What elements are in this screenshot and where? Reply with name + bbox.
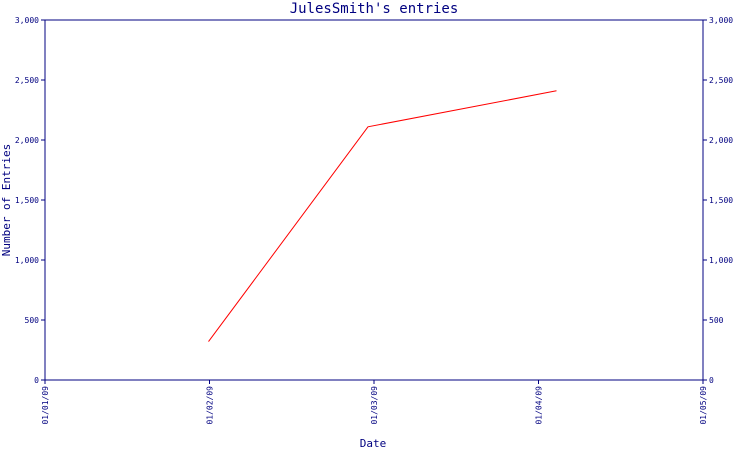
- y-tick-label-left: 0: [34, 376, 39, 385]
- y-tick-label-left: 3,000: [15, 16, 39, 25]
- y-tick-label-left: 1,000: [15, 256, 39, 265]
- x-tick-label: 01/01/09: [41, 386, 50, 425]
- chart-title: JulesSmith's entries: [290, 1, 459, 17]
- y-tick-label-left: 2,000: [15, 136, 39, 145]
- y-tick-label-right: 3,000: [709, 16, 733, 25]
- x-tick-label: 01/03/09: [370, 386, 379, 425]
- y-tick-label-right: 0: [709, 376, 714, 385]
- plot-border: [44, 19, 704, 381]
- y-tick-label-right: 2,500: [709, 76, 733, 85]
- y-tick-label-left: 1,500: [15, 196, 39, 205]
- x-tick-label: 01/05/09: [699, 386, 708, 425]
- y-tick-label-left: 500: [25, 316, 40, 325]
- x-tick-label: 01/02/09: [206, 386, 215, 425]
- y-axis-label: Number of Entries: [0, 144, 13, 257]
- y-tick-label-right: 500: [709, 316, 724, 325]
- series-line: [208, 90, 557, 342]
- y-axis-right: 0 500 1,000 1,500 2,000 2,500 3,000: [703, 16, 733, 385]
- y-tick-label-left: 2,500: [15, 76, 39, 85]
- x-tick-label: 01/04/09: [535, 386, 544, 425]
- x-axis-label: Date: [360, 437, 387, 450]
- x-axis: 01/01/09 01/02/09 01/03/09 01/04/09 01/05/09: [41, 380, 708, 425]
- series-layer: [208, 90, 557, 342]
- y-axis-left: 0 500 1,000 1,500 2,000 2,500 3,000: [15, 16, 45, 385]
- y-tick-label-right: 1,000: [709, 256, 733, 265]
- y-tick-label-right: 1,500: [709, 196, 733, 205]
- plot-frame: [44, 19, 704, 381]
- y-tick-label-right: 2,000: [709, 136, 733, 145]
